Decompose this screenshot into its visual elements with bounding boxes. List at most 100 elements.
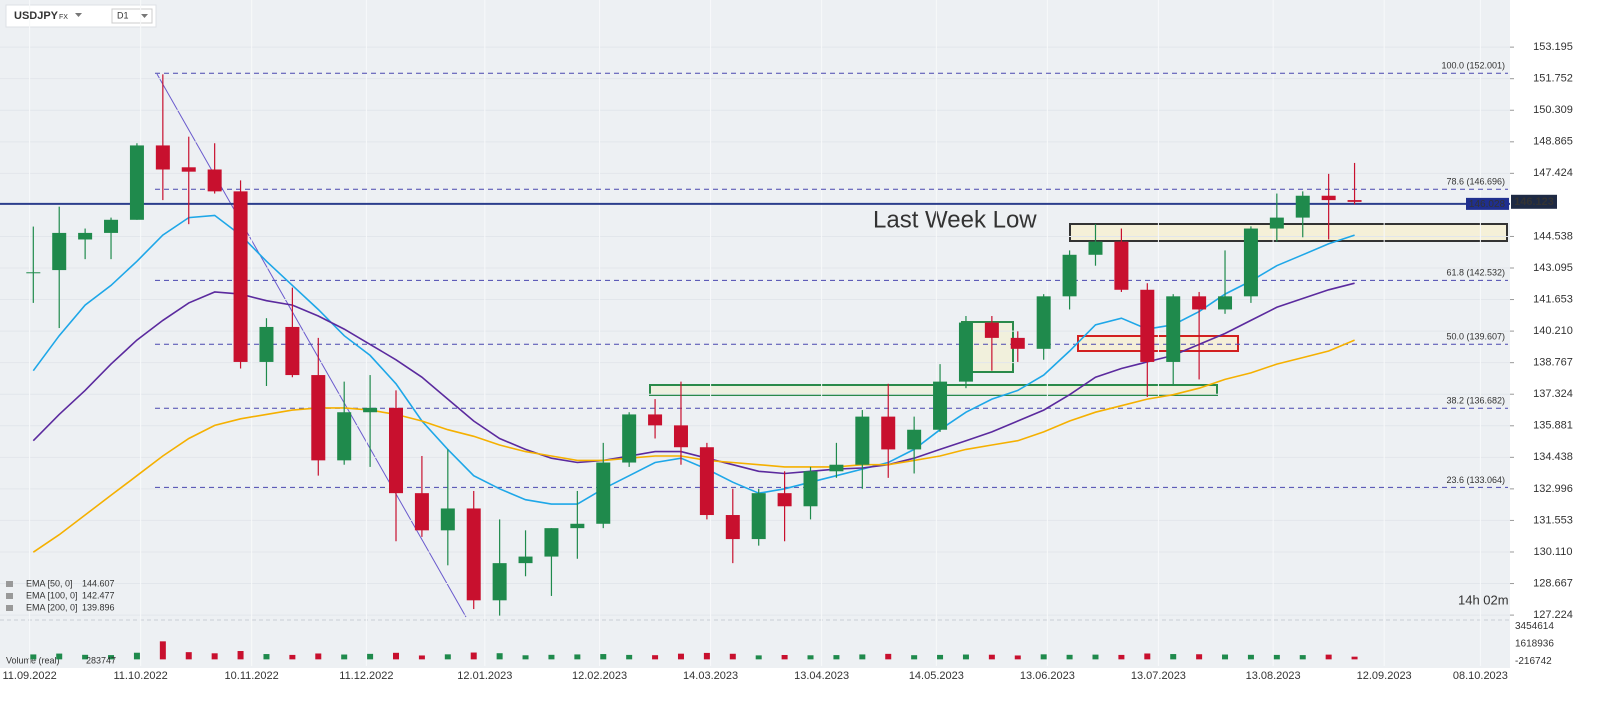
candle-body bbox=[958, 322, 973, 382]
legend-name: EMA [200, 0] bbox=[26, 602, 78, 612]
volume-bar bbox=[470, 652, 477, 660]
candle-body bbox=[207, 169, 222, 192]
x-tick-label: 08.10.2023 bbox=[1453, 670, 1508, 682]
volume-bar bbox=[859, 654, 866, 660]
candle-body bbox=[829, 464, 844, 472]
volume-bar bbox=[1014, 655, 1021, 660]
volume-bar bbox=[1222, 654, 1229, 660]
annotation: Last Week Low bbox=[873, 206, 1037, 233]
candle-body bbox=[337, 412, 352, 461]
y-tick-label: 130.110 bbox=[1534, 546, 1573, 558]
volume-bar bbox=[911, 655, 918, 660]
y-tick-label: 131.553 bbox=[1533, 514, 1573, 526]
candle-body bbox=[855, 416, 870, 465]
y-tick-label: 153.195 bbox=[1533, 41, 1573, 53]
volume-bar bbox=[1144, 653, 1151, 660]
candle-body bbox=[1243, 228, 1258, 297]
volume-bar bbox=[729, 653, 736, 660]
legend-icon bbox=[6, 593, 13, 599]
y-tick-label: 144.538 bbox=[1533, 230, 1573, 242]
volume-bar bbox=[574, 654, 581, 660]
volume-tick-label: 3454614 bbox=[1515, 621, 1554, 632]
legend-value: 139.896 bbox=[82, 602, 115, 612]
volume-bar bbox=[418, 655, 425, 660]
y-tick-label: 140.210 bbox=[1533, 325, 1573, 337]
candle-body bbox=[777, 493, 792, 507]
dropdown-arrow bbox=[75, 13, 82, 17]
candle-body bbox=[725, 515, 740, 540]
dropdown-arrow bbox=[141, 14, 148, 18]
candle-body bbox=[518, 556, 533, 564]
volume-bar bbox=[159, 641, 166, 660]
candle-body bbox=[492, 563, 507, 601]
last-price-tag bbox=[1511, 194, 1557, 209]
candle-body bbox=[155, 145, 170, 170]
volume-bar bbox=[393, 652, 400, 660]
volume-bar bbox=[677, 653, 684, 660]
plot-background bbox=[0, 0, 1510, 668]
x-tick-label: 12.01.2023 bbox=[457, 670, 512, 682]
volume-bar bbox=[781, 655, 788, 660]
volume-bar bbox=[937, 654, 944, 660]
y-tick-label: 132.996 bbox=[1533, 483, 1573, 495]
ema-line bbox=[32, 339, 1355, 553]
candle-body bbox=[78, 232, 93, 240]
volume-bar bbox=[962, 654, 969, 660]
volume-bar bbox=[367, 653, 374, 660]
legend-name: EMA [100, 0] bbox=[26, 590, 78, 600]
candle-body bbox=[466, 508, 481, 601]
candle-body bbox=[1036, 296, 1051, 349]
fib-label: 38.2 (136.682) bbox=[1446, 396, 1505, 406]
volume-bar bbox=[1040, 654, 1047, 660]
volume-bar bbox=[1196, 654, 1203, 660]
volume-bar bbox=[237, 651, 244, 660]
volume-bar bbox=[315, 653, 322, 660]
legend-value: 144.607 bbox=[82, 578, 115, 588]
volume-bar bbox=[755, 655, 762, 660]
fib-label: 50.0 (139.607) bbox=[1446, 332, 1505, 342]
price-axis bbox=[1510, 0, 1600, 704]
volume-bar bbox=[1273, 654, 1280, 660]
candle-body bbox=[699, 447, 714, 516]
volume-bar bbox=[626, 654, 633, 660]
volume-bar bbox=[1247, 654, 1254, 660]
candle-body bbox=[673, 425, 688, 448]
timeframe-box[interactable] bbox=[111, 8, 153, 24]
x-tick-label: 10.11.2022 bbox=[225, 670, 279, 682]
fib-trend-line bbox=[156, 73, 467, 618]
y-tick-label: 143.095 bbox=[1533, 262, 1573, 274]
volume-bar bbox=[444, 654, 451, 660]
volume-label: Volume (real) bbox=[6, 655, 60, 665]
fib-label: 61.8 (142.532) bbox=[1446, 268, 1505, 278]
candle-body bbox=[544, 528, 559, 557]
volume-bar bbox=[496, 653, 503, 660]
volume-bar bbox=[1351, 656, 1358, 660]
volume-bar bbox=[263, 654, 270, 660]
y-tick-label: 138.767 bbox=[1533, 357, 1573, 369]
volume-bar bbox=[1325, 654, 1332, 660]
ema-line bbox=[32, 214, 1355, 505]
volume-bar bbox=[807, 655, 814, 660]
legend-name: EMA [50, 0] bbox=[26, 578, 73, 588]
x-tick-label: 13.06.2023 bbox=[1020, 670, 1075, 682]
candle-body bbox=[1321, 195, 1336, 201]
timeframe: D1 bbox=[117, 10, 129, 20]
volume-bar bbox=[82, 654, 89, 660]
volume-value: 283747 bbox=[86, 655, 116, 665]
candle-body bbox=[803, 471, 818, 507]
y-tick-label: 135.881 bbox=[1533, 420, 1573, 432]
volume-bar bbox=[600, 654, 607, 660]
y-tick-label: 151.752 bbox=[1533, 73, 1573, 85]
ema-line bbox=[32, 282, 1355, 475]
x-tick-label: 13.07.2023 bbox=[1131, 670, 1186, 682]
candle-body bbox=[1218, 296, 1233, 310]
y-tick-label: 127.224 bbox=[1533, 609, 1573, 621]
candle-body bbox=[181, 167, 196, 172]
volume-tick-label: 1618936 bbox=[1515, 639, 1554, 650]
volume-bar bbox=[289, 654, 296, 660]
price-tag bbox=[1466, 197, 1509, 210]
x-tick-label: 12.09.2023 bbox=[1357, 670, 1412, 682]
y-tick-label: 137.324 bbox=[1533, 388, 1573, 400]
symbol: USDJPY bbox=[14, 10, 59, 22]
